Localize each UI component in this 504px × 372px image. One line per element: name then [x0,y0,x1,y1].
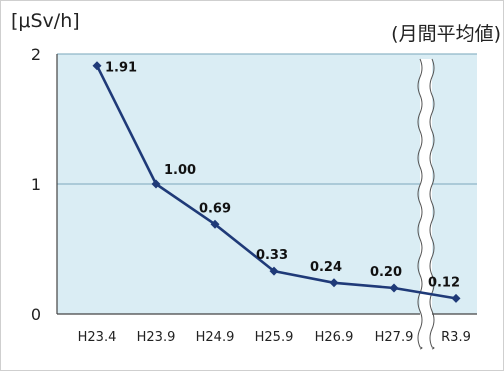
unit-label: [μSv/h] [11,10,80,32]
data-point-H27.9 [389,283,399,293]
data-label-H23.9: 1.00 [164,163,196,178]
x-tick-labels: H23.4 H23.9 H24.9 H25.9 H26.9 H27.9 R3.9 [78,330,471,345]
data-label-H23.4: 1.91 [105,61,137,76]
data-labels: 1.91 1.00 0.69 0.33 0.24 0.20 0.12 [105,61,460,291]
x-tick-H23.4: H23.4 [78,330,117,345]
x-tick-H26.9: H26.9 [315,330,354,345]
data-label-H25.9: 0.33 [256,248,288,263]
y-tick-2: 2 [31,45,41,64]
axis-break-gap [420,59,432,349]
data-label-H24.9: 0.69 [199,201,231,216]
data-point-H24.9 [210,219,220,229]
data-point-H26.9 [329,278,339,288]
y-tick-1: 1 [31,175,41,194]
data-points [92,61,461,303]
x-tick-H24.9: H24.9 [196,330,235,345]
axis-break-line-left [417,58,423,350]
data-point-H23.4 [92,61,102,71]
data-label-H26.9: 0.24 [310,260,342,275]
axes [56,54,477,315]
x-tick-H27.9: H27.9 [375,330,414,345]
data-point-H23.9 [151,179,161,189]
data-point-R3.9 [451,293,461,303]
average-note: (月間平均値) [391,23,501,45]
x-tick-H25.9: H25.9 [255,330,294,345]
y-tick-labels: 0 1 2 [31,45,41,324]
axis-break-mark [417,58,435,350]
data-label-H27.9: 0.20 [370,265,402,280]
y-tick-0: 0 [31,305,41,324]
gridlines [57,53,477,185]
axis-break-line-right [429,58,435,350]
data-label-R3.9: 0.12 [428,275,460,290]
x-tick-H23.9: H23.9 [137,330,176,345]
x-tick-R3.9: R3.9 [441,330,471,345]
data-point-H25.9 [269,266,279,276]
